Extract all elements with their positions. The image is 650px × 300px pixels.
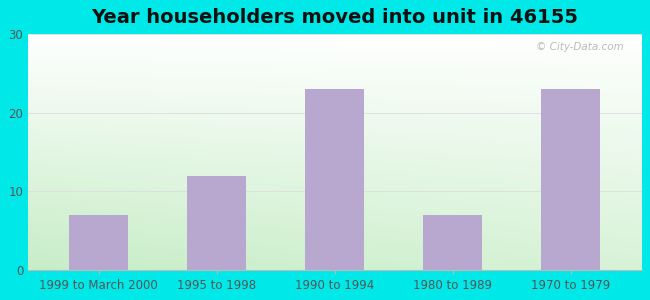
- Bar: [70, 215, 128, 270]
- Bar: [306, 89, 365, 270]
- Bar: [541, 89, 601, 270]
- Bar: [423, 215, 482, 270]
- Title: Year householders moved into unit in 46155: Year householders moved into unit in 461…: [92, 8, 578, 27]
- Bar: [187, 176, 246, 270]
- Text: © City-Data.com: © City-Data.com: [536, 41, 623, 52]
